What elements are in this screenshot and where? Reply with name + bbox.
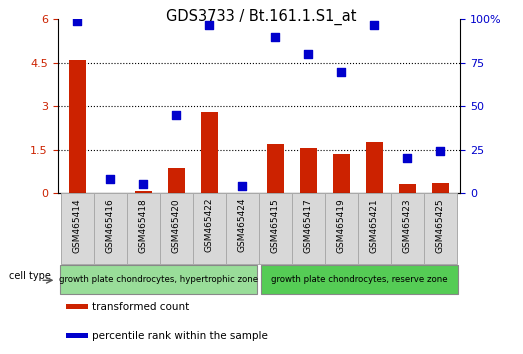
Point (172, 112, 180, 118)
Text: transformed count: transformed count (92, 302, 189, 312)
Point (73, 18, 82, 24)
Text: cell type: cell type (8, 272, 51, 281)
Text: growth plate chondrocytes, hypertrophic zone: growth plate chondrocytes, hypertrophic … (59, 274, 258, 284)
Text: GSM465421: GSM465421 (370, 198, 379, 252)
Point (436, 148, 445, 154)
Bar (391, 193, 424, 264)
Text: GSM465424: GSM465424 (238, 198, 247, 252)
Bar (69, 60, 86, 193)
Text: GSM465422: GSM465422 (205, 198, 214, 252)
Bar (325, 193, 358, 264)
Bar (366, 142, 383, 193)
Text: GDS3733 / Bt.161.1.S1_at: GDS3733 / Bt.161.1.S1_at (166, 9, 357, 25)
Bar (160, 193, 193, 264)
Bar (432, 183, 449, 193)
Text: GSM465417: GSM465417 (304, 198, 313, 253)
Bar (259, 193, 292, 264)
Text: GSM465419: GSM465419 (337, 198, 346, 253)
Bar (300, 148, 316, 193)
Bar (358, 193, 391, 264)
Bar (65, 333, 88, 338)
Bar (333, 154, 350, 193)
Point (106, 176, 115, 182)
Bar (226, 193, 259, 264)
Text: GSM465418: GSM465418 (139, 198, 148, 253)
Point (304, 51, 313, 57)
Point (403, 155, 412, 161)
Point (271, 34, 280, 40)
Bar (292, 193, 325, 264)
Bar (399, 184, 416, 193)
Bar (424, 193, 457, 264)
Point (139, 181, 147, 187)
Text: percentile rank within the sample: percentile rank within the sample (92, 331, 268, 341)
Bar (201, 112, 218, 193)
Bar (193, 193, 226, 264)
Text: GSM465416: GSM465416 (106, 198, 115, 253)
Point (205, 22, 213, 28)
Bar (61, 193, 94, 264)
Point (337, 69, 346, 74)
Bar (135, 192, 152, 193)
Bar (94, 193, 127, 264)
Text: GSM465420: GSM465420 (172, 198, 181, 252)
Bar (261, 266, 458, 294)
Point (370, 22, 379, 28)
Bar (127, 193, 160, 264)
Text: GSM465414: GSM465414 (73, 198, 82, 252)
Bar (168, 169, 185, 193)
Text: GSM465423: GSM465423 (403, 198, 412, 252)
Text: growth plate chondrocytes, reserve zone: growth plate chondrocytes, reserve zone (271, 274, 448, 284)
Text: GSM465425: GSM465425 (436, 198, 445, 252)
Bar (60, 266, 257, 294)
Bar (267, 144, 283, 193)
Point (238, 183, 246, 189)
Text: GSM465415: GSM465415 (271, 198, 280, 253)
Bar (65, 304, 88, 309)
